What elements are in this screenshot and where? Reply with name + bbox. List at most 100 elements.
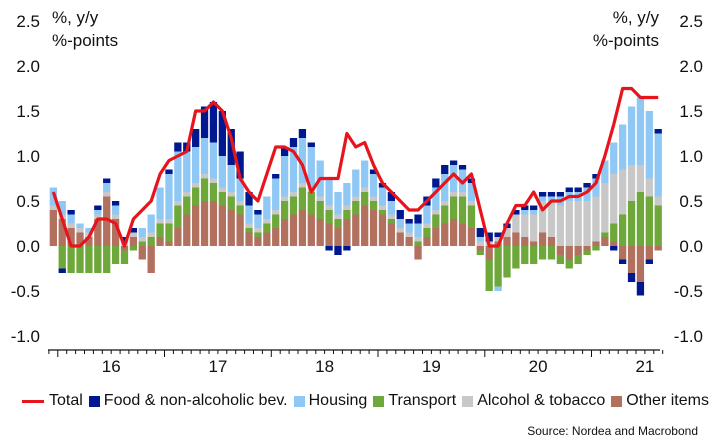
bar-food-7 — [111, 201, 120, 206]
bar-transport-10 — [138, 241, 146, 246]
bar-housing-41 — [414, 223, 422, 237]
bar-alcohol-43 — [432, 210, 440, 215]
bar-alcohol-30 — [316, 196, 324, 201]
bar-other-64 — [618, 246, 627, 260]
bar-alcohol-31 — [325, 205, 333, 210]
bar-food-20 — [227, 129, 235, 165]
legend-label-transport: Transport — [388, 392, 457, 409]
bar-other-54 — [530, 241, 538, 246]
bar-alcohol-20 — [227, 192, 235, 197]
bar-transport-45 — [449, 196, 458, 219]
y-tick-right-7: -1.0 — [674, 327, 703, 346]
bar-other-28 — [298, 210, 307, 246]
bar-housing-53 — [521, 210, 529, 215]
bar-food-57 — [556, 192, 565, 197]
bar-transport-22 — [245, 228, 253, 233]
bar-alcohol-17 — [200, 174, 209, 179]
bar-transport-18 — [209, 183, 218, 201]
bar-food-45 — [449, 160, 458, 165]
bar-transport-26 — [280, 201, 289, 219]
bar-other-47 — [467, 228, 476, 246]
legend-label-other: Other items — [626, 392, 709, 409]
bar-other-34 — [352, 214, 360, 246]
bar-other-5 — [94, 219, 102, 246]
bar-other-39 — [396, 232, 404, 246]
bar-transport-15 — [183, 196, 191, 215]
bar-alcohol-57 — [556, 205, 565, 246]
bar-food-17 — [200, 106, 209, 138]
bar-alcohol-22 — [245, 223, 253, 228]
bar-other-31 — [325, 223, 333, 246]
bar-housing-56 — [547, 196, 556, 201]
bar-food-29 — [307, 142, 315, 147]
bar-alcohol-42 — [423, 223, 431, 228]
legend-label-alcohol: Alcohol & tobacco — [477, 392, 606, 409]
bar-alcohol-32 — [334, 214, 342, 219]
bar-other-15 — [183, 214, 191, 246]
bar-food-65 — [627, 273, 636, 282]
bar-other-46 — [458, 223, 467, 246]
bar-other-27 — [289, 214, 298, 246]
bar-other-43 — [432, 228, 440, 246]
bar-transport-43 — [432, 214, 440, 228]
bar-transport-37 — [378, 210, 387, 215]
bar-layer — [49, 86, 662, 296]
legend-label-total: Total — [49, 392, 83, 409]
bar-housing-34 — [352, 169, 360, 197]
bar-food-32 — [334, 246, 342, 255]
bar-transport-24 — [263, 223, 271, 233]
axes: 2.5 2.5 2.0 2.0 1.5 1.5 1.0 1.0 0.5 0.5 0.0 0.0 -0.5… — [11, 12, 703, 376]
bar-housing-6 — [103, 183, 111, 192]
bar-food-61 — [592, 174, 600, 179]
bar-other-51 — [503, 237, 511, 246]
bar-alcohol-67 — [645, 178, 653, 197]
bar-other-58 — [565, 246, 573, 260]
bar-transport-32 — [334, 219, 342, 228]
bar-housing-33 — [343, 183, 351, 206]
bar-other-2 — [67, 228, 75, 246]
bar-food-48 — [476, 228, 484, 237]
legend-swatch-food — [88, 395, 100, 407]
y-tick-right-3: 1.0 — [679, 147, 703, 166]
bar-food-46 — [458, 165, 467, 170]
bar-other-24 — [263, 232, 271, 246]
bar-alcohol-59 — [574, 201, 582, 246]
bar-food-23 — [254, 210, 262, 215]
bar-transport-28 — [298, 187, 307, 210]
y-tick-left-5: 0.0 — [16, 237, 40, 256]
y-tick-right-5: 0.0 — [679, 237, 703, 256]
bar-transport-4 — [85, 246, 93, 273]
y-tick-left-7: -1.0 — [11, 327, 40, 346]
bar-housing-40 — [405, 223, 413, 233]
bar-alcohol-25 — [272, 210, 280, 215]
bar-alcohol-24 — [263, 219, 271, 224]
bar-transport-53 — [521, 246, 529, 264]
bar-other-45 — [449, 219, 458, 246]
bar-housing-36 — [369, 174, 378, 197]
bar-other-3 — [76, 232, 84, 246]
y-tick-right-6: -0.5 — [674, 282, 703, 301]
bar-food-52 — [512, 210, 520, 215]
bar-transport-48 — [476, 250, 484, 255]
bar-transport-44 — [441, 205, 449, 224]
y-tick-left-2: 1.5 — [16, 102, 40, 121]
bar-food-40 — [405, 219, 413, 224]
bar-transport-46 — [458, 196, 467, 224]
bar-other-52 — [512, 232, 520, 246]
bar-housing-38 — [387, 201, 395, 215]
bar-alcohol-16 — [192, 183, 200, 188]
bar-other-33 — [343, 219, 351, 246]
bar-transport-36 — [369, 201, 378, 210]
bar-food-21 — [236, 151, 244, 179]
bar-transport-63 — [610, 223, 618, 242]
bar-transport-19 — [218, 192, 226, 206]
bar-transport-3 — [76, 246, 84, 273]
bar-other-8 — [120, 246, 129, 251]
bar-other-62 — [601, 237, 609, 246]
bar-alcohol-64 — [618, 169, 627, 215]
bar-housing-67 — [645, 111, 653, 179]
bar-transport-35 — [361, 192, 369, 206]
bar-other-16 — [192, 205, 200, 246]
bar-alcohol-15 — [183, 192, 191, 197]
legend-line-total — [22, 399, 44, 403]
